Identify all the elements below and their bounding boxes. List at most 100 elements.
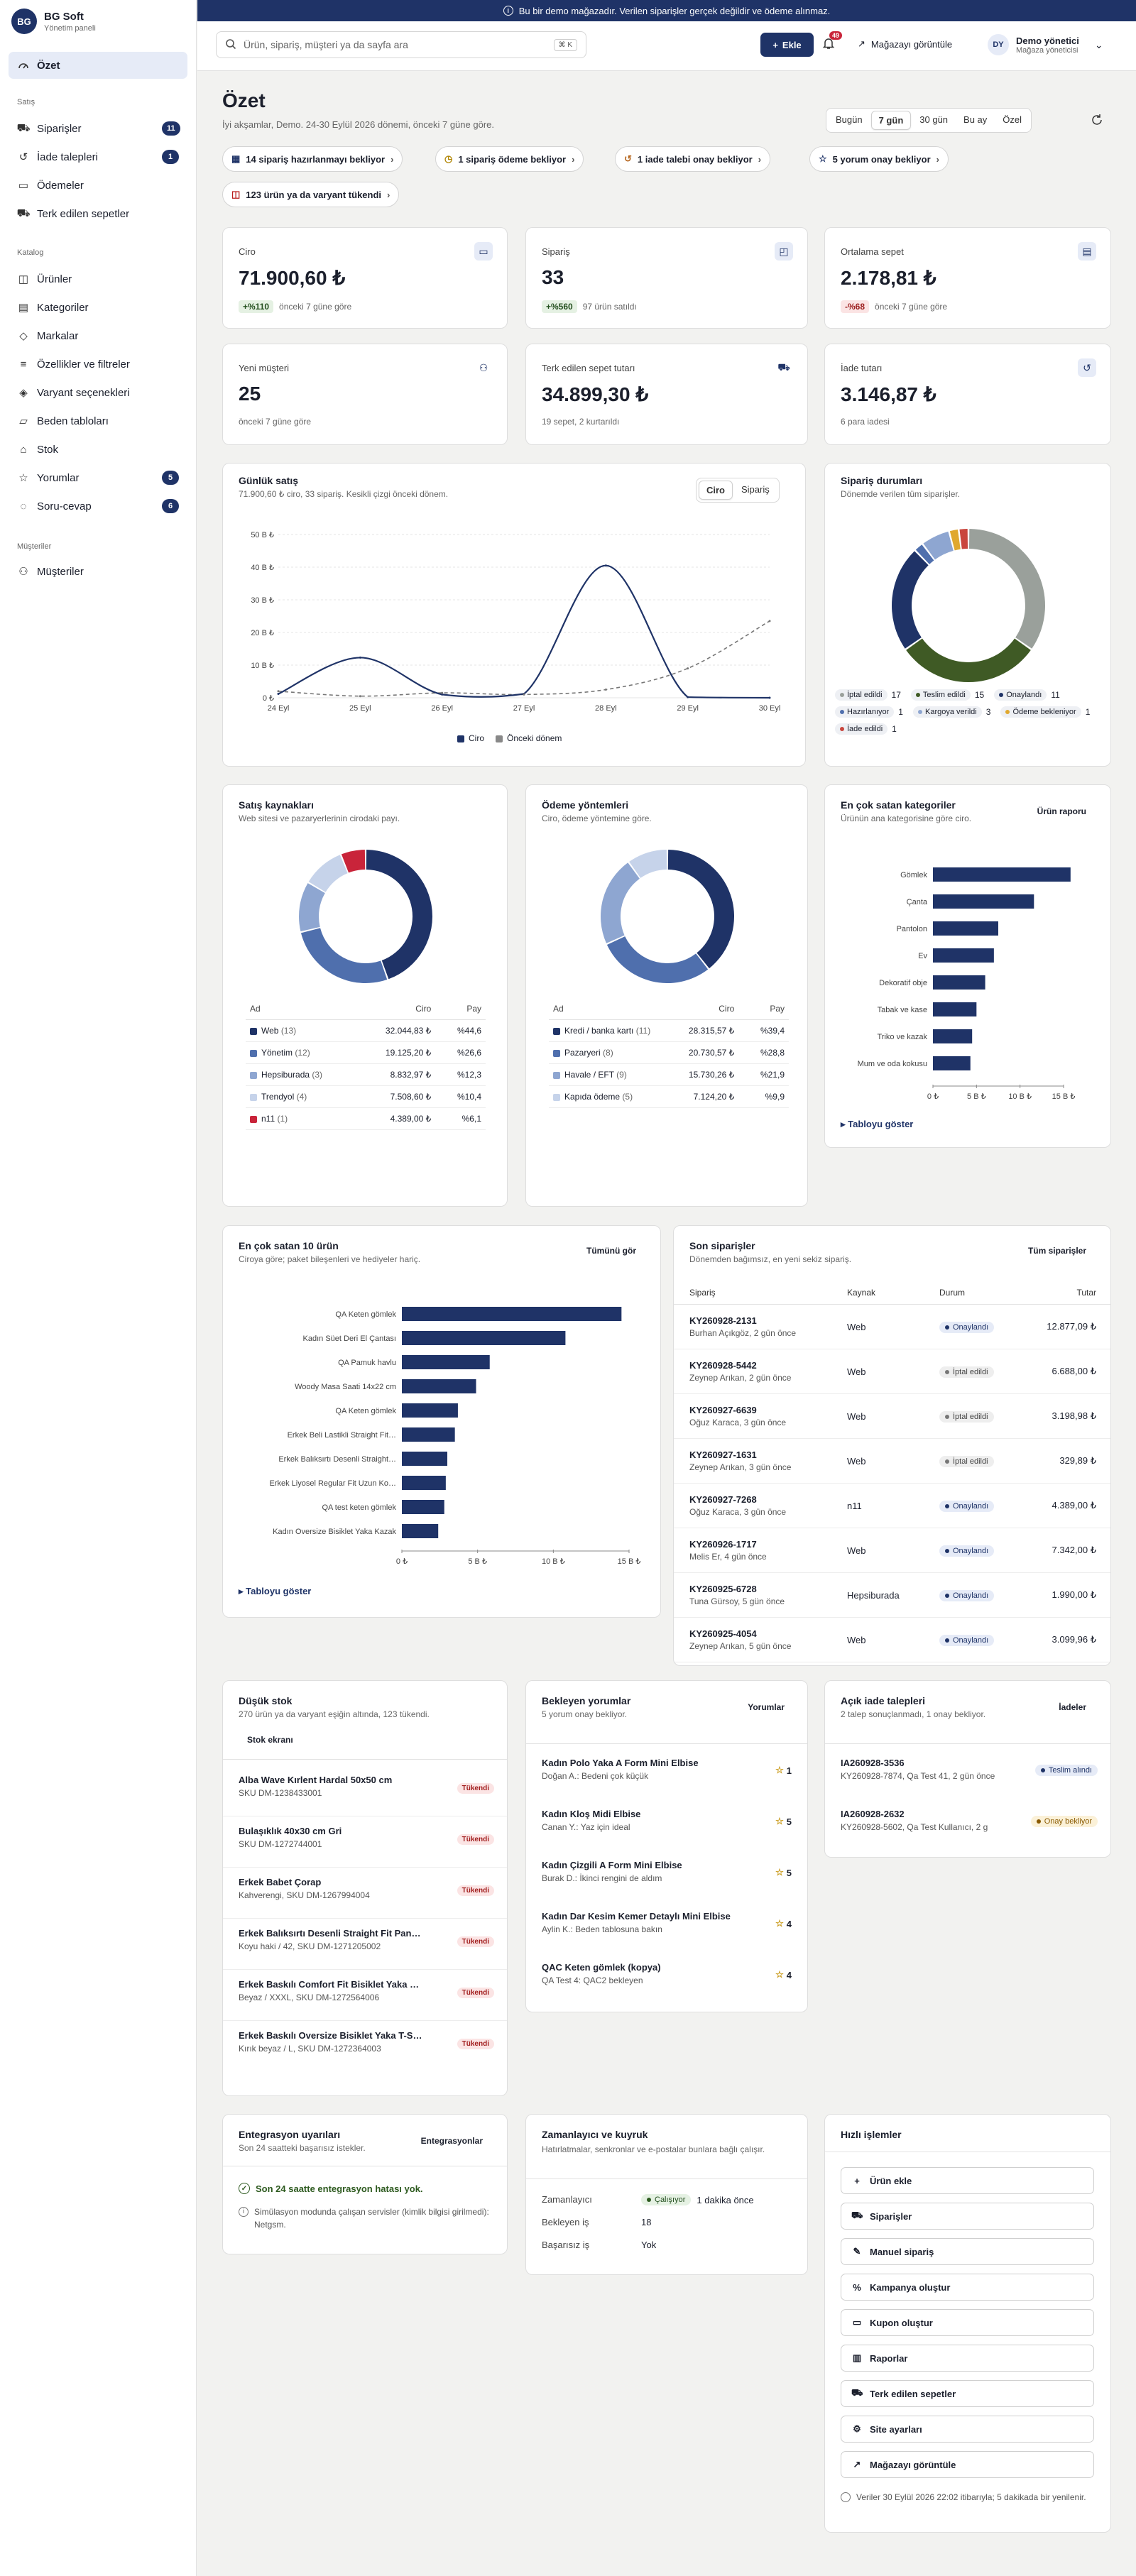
sidebar-item-3[interactable]: ◇ Markalar [17,328,78,344]
see-all-button[interactable]: Tümünü gör [586,1246,636,1256]
sidebar-item-5[interactable]: ◈ Varyant seçenekleri [17,385,129,400]
order-id[interactable]: KY260926-1717 [689,1539,757,1550]
range-option[interactable]: Özel [1003,114,1022,125]
info-icon: i [239,2207,248,2217]
returns-button[interactable]: İadeler [1059,1702,1086,1712]
kpi-card: Terk edilen sepet tutarı 34.899,30 ₺ ⛟ 19 s… [525,344,808,445]
sidebar-item-2[interactable]: ▤ Kategoriler [17,300,89,315]
quick-action-button[interactable]: ⛟ Siparişler [841,2203,1094,2230]
return-item[interactable]: IA260928-2632 KY260928-5602, Qa Test Kull… [841,1809,1025,1832]
show-table-toggle[interactable]: ▸ Tabloyu göster [239,1586,312,1596]
quick-action-button[interactable]: + Ürün ekle [841,2167,1094,2194]
cart-icon: ⛟ [775,358,793,377]
sidebar-item-6[interactable]: ▱ Beden tabloları [17,413,109,429]
range-option[interactable]: 30 gün [919,114,949,125]
list-item[interactable]: Bulaşıklık 40x30 cm Gri SKU DM-1272744001 [239,1826,494,1849]
show-table-toggle[interactable]: ▸ Tabloyu göster [841,1119,914,1129]
list-item[interactable]: Erkek Balıksırtı Desenli Straight Fit Pa… [239,1928,494,1951]
search-box[interactable]: Ürün, sipariş, müşteri ya da sayfa ara ⌘… [216,31,586,58]
alert-pill[interactable]: ◫ 123 ürün ya da varyant tükendi › [222,182,400,207]
legend-item: Kargoya verildi 3 [912,706,990,718]
add-button[interactable]: + Ekle [760,33,814,57]
quick-action-button[interactable]: ↗ Mağazayı görüntüle [841,2451,1094,2478]
review-item[interactable]: Kadın Polo Yaka A Form Mini Elbise Doğan … [542,1758,755,1781]
order-status: Onaylandı [924,1304,1021,1349]
sidebar-item-9[interactable]: ◌ Soru-cevap [17,498,92,514]
order-id[interactable]: KY260927-1631 [689,1449,757,1460]
sidebar-item-label: Kategoriler [37,301,89,314]
card-title: Hızlı işlemler [841,2129,902,2140]
quick-action-button[interactable]: ⚙ Site ayarları [841,2416,1094,2443]
refresh-icon [1091,114,1103,128]
list-item[interactable]: Erkek Baskılı Oversize Bisiklet Yaka T-S… [239,2030,494,2054]
sidebar-item-4[interactable]: ≡ Özellikler ve filtreler [17,356,130,372]
sidebar-item-3[interactable]: ▭ Ödemeler [17,177,84,193]
sidebar-item-8[interactable]: ☆ Yorumlar [17,470,79,486]
alert-pill[interactable]: ↺ 1 iade talebi onay bekliyor › [615,146,771,172]
quick-action-button[interactable]: ▥ Raporlar [841,2345,1094,2372]
status-slice [959,529,968,549]
range-option[interactable]: 7 gün [870,111,912,130]
sidebar-item-1[interactable]: ◫ Ürünler [17,271,72,287]
store-view-link[interactable]: ↗ Mağazayı görüntüle [858,38,952,50]
notification-button[interactable]: 49 [822,31,843,52]
list-item[interactable]: Erkek Baskılı Comfort Fit Bisiklet Yaka … [239,1979,494,2002]
order-id[interactable]: KY260928-5442 [689,1360,757,1371]
table-row[interactable]: KY260925-6728 Tuna Gürsoy, 5 gün önce Heps… [674,1572,1110,1618]
reviews-button[interactable]: Yorumlar [748,1702,785,1712]
item-title: Erkek Balıksırtı Desenli Straight Fit Pa… [239,1928,421,1939]
refresh-button[interactable] [1091,114,1105,128]
notification-count: 49 [829,31,843,40]
sidebar-item-7[interactable]: ⌂ Stok [17,442,58,457]
review-item[interactable]: Kadın Kloş Midi Elbise Canan Y.: Yaz için… [542,1809,755,1832]
table-row[interactable]: KY260927-1631 Zeynep Arıkan, 3 gün önce We… [674,1438,1110,1484]
table-row[interactable]: KY260928-5442 Zeynep Arıkan, 2 gün önce We… [674,1349,1110,1394]
quick-action-button[interactable]: ▭ Kupon oluştur [841,2309,1094,2336]
demo-banner: i Bu bir demo mağazadır. Verilen sipariş… [197,0,1136,21]
table-row[interactable]: KY260927-6639 Oğuz Karaca, 3 gün önce Web İ… [674,1393,1110,1439]
all-orders-button[interactable]: Tüm siparişler [1027,1246,1086,1256]
alert-pill[interactable]: ◷ 1 sipariş ödeme bekliyor › [435,146,584,172]
review-item[interactable]: QAC Keten gömlek (kopya) QA Test 4: QAC2 … [542,1962,755,1985]
sidebar-item-1[interactable]: ⚇ Müşteriler [17,564,84,579]
sidebar-item-overview[interactable]: Özet [17,57,60,73]
order-id[interactable]: KY260925-6728 [689,1584,757,1594]
card-title: Zamanlayıcı ve kuyruk [542,2129,648,2140]
order-id[interactable]: KY260925-4054 [689,1628,757,1639]
quick-action-button[interactable]: ⛟ Terk edilen sepetler [841,2380,1094,2407]
order-id[interactable]: KY260927-7268 [689,1494,757,1505]
brand[interactable]: BG BG Soft Yönetim paneli [11,9,96,34]
alert-text: 5 yorum onay bekliyor [832,153,931,165]
review-item[interactable]: Kadın Dar Kesim Kemer Detaylı Mini Elbis… [542,1911,755,1934]
toggle-revenue[interactable]: Ciro [699,481,733,500]
table-row[interactable]: KY260925-4054 Zeynep Arıkan, 5 gün önce We… [674,1617,1110,1662]
sidebar-item-4[interactable]: ⛟ Terk edilen sepetler [17,206,130,221]
product-report-button[interactable]: Ürün raporu [1037,806,1086,816]
order-meta: Melis Er, 4 gün önce [689,1552,767,1562]
quick-action-button[interactable]: % Kampanya oluştur [841,2274,1094,2301]
quick-action-button[interactable]: ✎ Manuel sipariş [841,2238,1094,2265]
return-item[interactable]: IA260928-3536 KY260928-7874, Qa Test 41, … [841,1758,1025,1781]
alert-pill[interactable]: ▦ 14 sipariş hazırlanmayı bekliyor › [222,146,403,172]
sidebar-item-1[interactable]: ⛟ Siparişler [17,121,82,136]
table-row[interactable]: KY260927-7268 Oğuz Karaca, 3 gün önce n11 O… [674,1483,1110,1528]
search-input[interactable]: Ürün, sipariş, müşteri ya da sayfa ara [244,39,408,50]
user-menu[interactable]: DY Demo yönetici Mağaza yöneticisi ⌄ [988,34,1103,55]
stock-screen-button[interactable]: Stok ekranı [247,1735,293,1745]
list-item[interactable]: Erkek Babet Çorap Kahverengi, SKU DM-1267… [239,1877,494,1900]
table-row[interactable]: KY260926-1717 Melis Er, 4 gün önce Web Onay… [674,1528,1110,1573]
item-sku: Kırık beyaz / L, SKU DM-1272364003 [239,2044,381,2054]
order-id[interactable]: KY260927-6639 [689,1405,757,1415]
review-item[interactable]: Kadın Çizgili A Form Mini Elbise Burak D.… [542,1860,755,1883]
legend-item: Ödeme bekleniyor 1 [1000,706,1090,718]
sidebar-item-2[interactable]: ↺ İade talepleri [17,149,98,165]
chevron-right-icon: › [758,153,762,165]
table-row[interactable]: KY260928-2131 Burhan Açıkgöz, 2 gün önce W… [674,1304,1110,1349]
alert-pill[interactable]: ☆ 5 yorum onay bekliyor › [809,146,949,172]
integrations-button[interactable]: Entegrasyonlar [420,2136,483,2146]
toggle-orders[interactable]: Sipariş [741,484,770,495]
list-item[interactable]: Alba Wave Kırlent Hardal 50x50 cm SKU DM-… [239,1775,494,1798]
range-option[interactable]: Bu ay [963,114,988,125]
range-option[interactable]: Bugün [836,114,863,125]
order-id[interactable]: KY260928-2131 [689,1315,757,1326]
